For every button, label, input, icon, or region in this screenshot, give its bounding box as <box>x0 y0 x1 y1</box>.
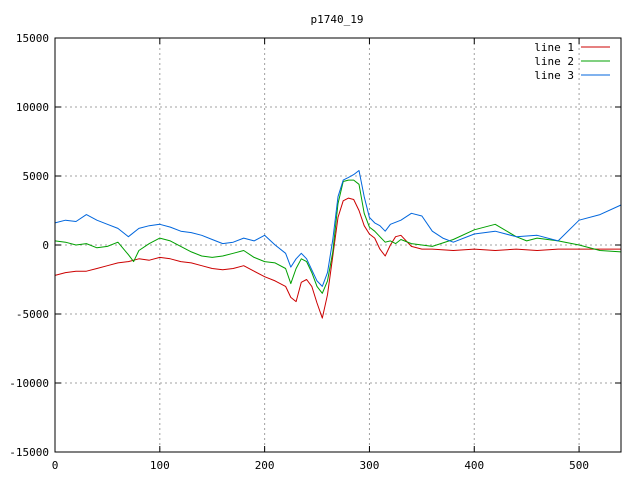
series-layer <box>54 170 622 319</box>
chart-title: p1740_19 <box>311 13 364 26</box>
series-line-3 <box>54 170 622 287</box>
y-tick-label: -15000 <box>9 446 49 459</box>
y-tick-label: 15000 <box>16 32 49 45</box>
y-tick-label: -5000 <box>16 308 49 321</box>
legend-label: line 1 <box>534 41 574 54</box>
y-tick-label: 5000 <box>23 170 50 183</box>
series-line-2 <box>54 179 622 294</box>
x-tick-label: 0 <box>52 459 59 472</box>
legend-label: line 3 <box>534 69 574 82</box>
x-tick-label: 500 <box>569 459 589 472</box>
legend-label: line 2 <box>534 55 574 68</box>
x-tick-label: 400 <box>464 459 484 472</box>
x-tick-label: 300 <box>360 459 380 472</box>
axis-layer: 0 100 200 300 400 500 -15000 -10000 -5000 0 5000 10… <box>9 32 621 472</box>
y-tick-label: 0 <box>42 239 49 252</box>
y-tick-label: 10000 <box>16 101 49 114</box>
x-tick-label: 200 <box>255 459 275 472</box>
y-tick-label: -10000 <box>9 377 49 390</box>
series-line-1 <box>54 197 621 319</box>
grid-layer <box>55 38 621 452</box>
x-tick-label: 100 <box>150 459 170 472</box>
